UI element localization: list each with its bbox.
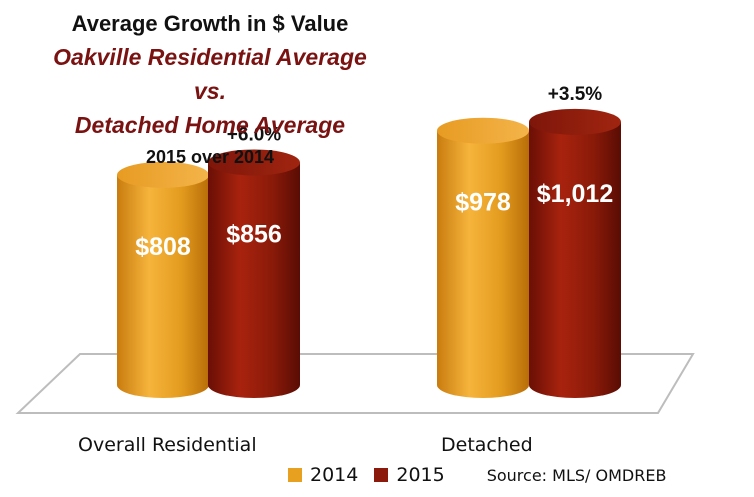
data-label-2014-overall: $808 xyxy=(135,233,191,261)
chart-subtitle-line1: Oakville Residential Average vs. xyxy=(53,44,367,104)
data-label-2015-detached: $1,012 xyxy=(537,180,613,208)
bar-body xyxy=(529,121,621,398)
chart-subtitle-line2: Detached Home Average xyxy=(74,112,346,138)
growth-label-detached: +3.5% xyxy=(548,84,603,105)
legend-swatch-2014 xyxy=(288,468,302,482)
legend-item-2015: 2015 xyxy=(374,464,445,486)
bar-top xyxy=(117,161,209,188)
bar-2014-detached xyxy=(437,117,529,398)
legend: 2014 2015 Source: MLS/ OMDREB xyxy=(288,462,666,488)
growth-label-overall: +6.0% xyxy=(227,124,282,145)
bars-group xyxy=(117,108,621,398)
legend-item-2014: 2014 xyxy=(288,464,358,486)
bar-body xyxy=(437,130,529,398)
bar-top xyxy=(529,108,621,135)
bar-top xyxy=(437,117,529,144)
title-block: Average Growth in $ Value Oakville Resid… xyxy=(40,8,380,172)
data-label-2014-detached: $978 xyxy=(455,189,511,217)
chart-title: Average Growth in $ Value xyxy=(71,11,349,36)
source-note: Source: MLS/ OMDREB xyxy=(486,465,667,485)
category-label-detached: Detached xyxy=(441,434,533,456)
bar-2015-overall xyxy=(208,149,300,398)
bar-body xyxy=(117,174,209,398)
legend-label-2014: 2014 xyxy=(310,464,359,486)
bar-2015-detached xyxy=(529,108,621,398)
legend-swatch-2015 xyxy=(374,468,389,482)
bar-top xyxy=(208,149,300,176)
labels-group: $808 $856 +6.0% $978 $1,012 +3.5% xyxy=(135,84,613,261)
category-label-overall: Overall Residential xyxy=(78,434,257,456)
data-label-2015-overall: $856 xyxy=(226,220,282,248)
legend-label-2015: 2015 xyxy=(396,464,445,486)
bar-2014-overall xyxy=(117,161,209,398)
chart-period: 2015 over 2014 xyxy=(145,147,275,167)
bar-body xyxy=(208,162,300,398)
